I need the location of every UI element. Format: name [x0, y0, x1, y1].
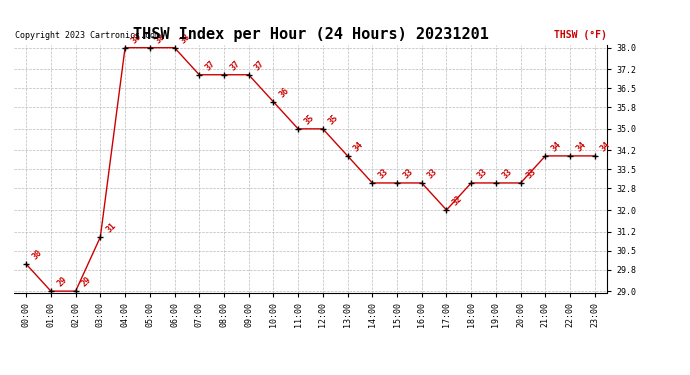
Text: 37: 37: [228, 58, 242, 72]
Text: 31: 31: [104, 221, 118, 234]
Text: Copyright 2023 Cartronics.com: Copyright 2023 Cartronics.com: [15, 31, 160, 40]
Text: 38: 38: [129, 32, 143, 45]
Text: 33: 33: [500, 167, 513, 180]
Text: 38: 38: [154, 32, 168, 45]
Text: 35: 35: [327, 112, 340, 126]
Text: 29: 29: [80, 275, 93, 288]
Text: 34: 34: [574, 140, 588, 153]
Text: 34: 34: [549, 140, 563, 153]
Text: 33: 33: [401, 167, 415, 180]
Text: 32: 32: [451, 194, 464, 207]
Text: 30: 30: [30, 248, 43, 261]
Text: 29: 29: [55, 275, 68, 288]
Text: 38: 38: [179, 32, 192, 45]
Text: 34: 34: [599, 140, 613, 153]
Text: THSW (°F): THSW (°F): [554, 30, 607, 40]
Title: THSW Index per Hour (24 Hours) 20231201: THSW Index per Hour (24 Hours) 20231201: [132, 27, 489, 42]
Text: 34: 34: [352, 140, 365, 153]
Text: 35: 35: [302, 112, 316, 126]
Text: 33: 33: [475, 167, 489, 180]
Text: 33: 33: [426, 167, 440, 180]
Text: 37: 37: [204, 58, 217, 72]
Text: 33: 33: [377, 167, 390, 180]
Text: 37: 37: [253, 58, 266, 72]
Text: 36: 36: [277, 86, 291, 99]
Text: 33: 33: [525, 167, 538, 180]
